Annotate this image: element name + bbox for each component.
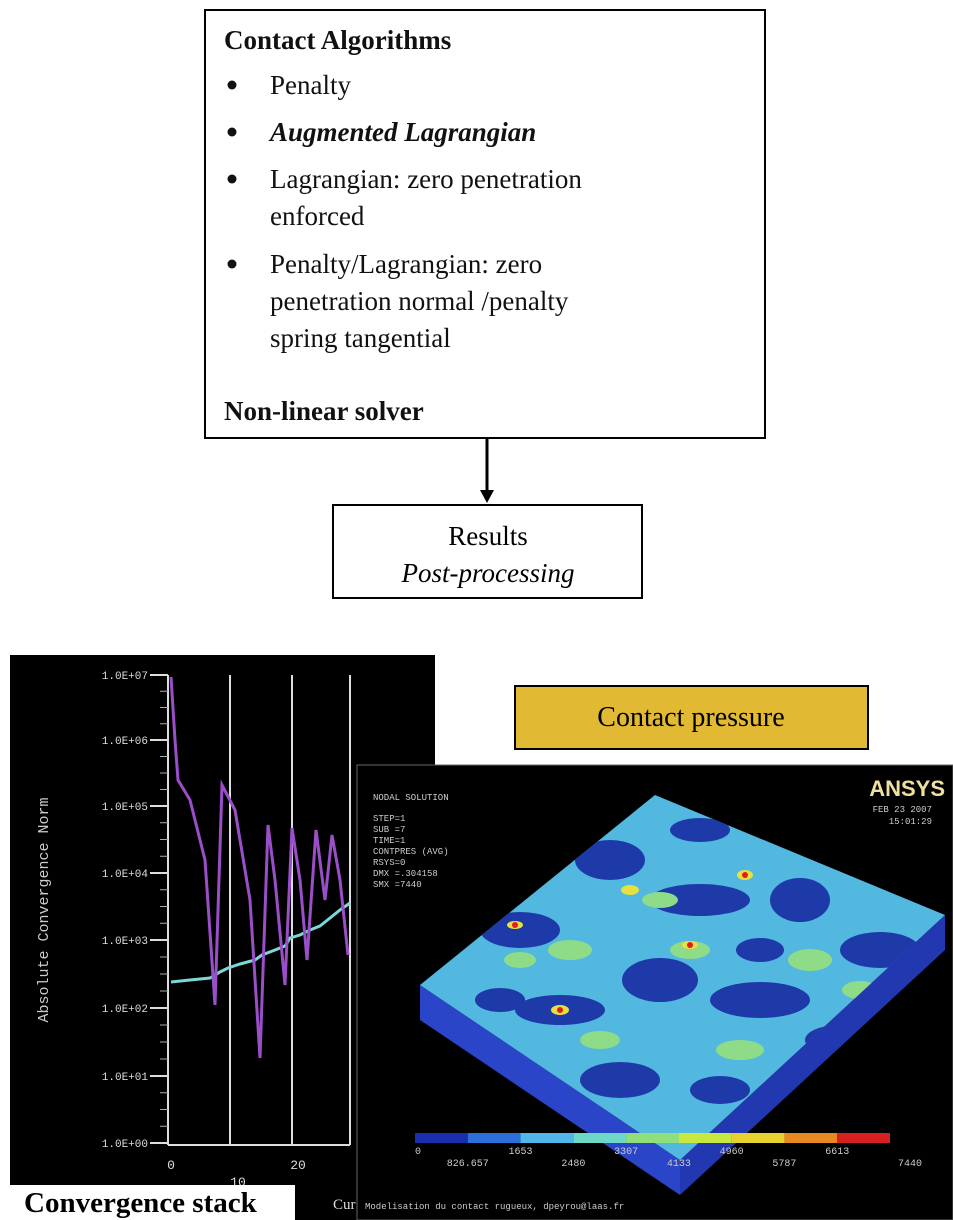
ansys-date: FEB 23 2007 <box>873 805 932 815</box>
legend-label: 4960 <box>720 1147 744 1158</box>
y-tick-label: 1.0E+04 <box>102 869 149 881</box>
caption: Convergence stack <box>24 1187 258 1219</box>
page: Contact Algorithms Penalty Augmented Lagra… <box>0 0 953 1220</box>
legend-swatch <box>521 1133 574 1143</box>
ansys-header-line: CONTPRES (AVG) <box>373 847 449 857</box>
ansys-header-line: NODAL SOLUTION <box>373 793 449 803</box>
legend-swatch <box>837 1133 890 1143</box>
y-tick-label: 1.0E+03 <box>102 936 148 948</box>
legend-label: 6613 <box>825 1147 849 1158</box>
ansys-footer: Modelisation du contact rugueux, dpeyrou… <box>365 1202 624 1212</box>
legend-swatch <box>784 1133 837 1143</box>
y-tick-label: 1.0E+02 <box>102 1004 148 1016</box>
ansys-header-line: SUB =7 <box>373 825 405 835</box>
bullet-text: Penalty/Lagrangian: zero <box>270 249 542 279</box>
legend-label: 1653 <box>509 1147 533 1158</box>
ansys-time: 15:01:29 <box>889 817 932 827</box>
y-tick-label: 1.0E+01 <box>102 1072 149 1084</box>
bullet-text: Penalty <box>270 70 351 100</box>
x-tick-label: 20 <box>290 1158 306 1173</box>
legend-label: 5787 <box>772 1159 796 1170</box>
ansys-logo: ANSYS <box>869 776 945 801</box>
results-title: Results <box>448 521 528 551</box>
results-subtitle: Post-processing <box>401 558 575 588</box>
algorithms-footer: Non-linear solver <box>224 396 424 426</box>
y-tick-label: 1.0E+05 <box>102 802 148 814</box>
arrow-head <box>480 490 494 503</box>
legend-label: 0 <box>415 1147 421 1158</box>
legend-swatch <box>573 1133 626 1143</box>
ansys-header-line: RSYS=0 <box>373 858 405 868</box>
legend-swatch <box>679 1133 732 1143</box>
y-axis-label: Absolute Convergence Norm <box>36 797 53 1022</box>
ansys-header-line: SMX =7440 <box>373 880 422 890</box>
legend-label: 2480 <box>561 1159 585 1170</box>
y-tick-label: 1.0E+06 <box>102 736 148 748</box>
legend-swatch <box>415 1133 468 1143</box>
ansys-header-line: STEP=1 <box>373 814 405 824</box>
ansys-header-line: TIME=1 <box>373 836 405 846</box>
cut-label: Cur <box>333 1197 356 1213</box>
x-tick-label: 0 <box>167 1158 175 1173</box>
bullet-text: Lagrangian: zero penetration <box>270 164 582 194</box>
algorithms-title: Contact Algorithms <box>224 25 451 55</box>
legend-label: 4133 <box>667 1159 691 1170</box>
bullet-text: Augmented Lagrangian <box>268 117 536 147</box>
y-tick-label: 1.0E+00 <box>102 1139 148 1151</box>
legend-swatch <box>626 1133 679 1143</box>
bullet <box>228 175 237 184</box>
bullet <box>228 128 237 137</box>
y-tick-label: 1.0E+07 <box>102 671 148 683</box>
legend-swatch <box>468 1133 521 1143</box>
figure: Contact Algorithms Penalty Augmented Lagra… <box>0 0 953 1220</box>
bullet-text: enforced <box>270 201 365 231</box>
contact-pressure-label: Contact pressure <box>597 702 784 733</box>
legend-label: 3307 <box>614 1147 638 1158</box>
bullet-text: penetration normal /penalty <box>270 286 569 316</box>
legend-swatch <box>732 1133 785 1143</box>
bullet <box>228 81 237 90</box>
bullet <box>228 260 237 269</box>
ansys-header-line: DMX =.304158 <box>373 869 438 879</box>
legend-label: 826.657 <box>447 1159 489 1170</box>
bullet-text: spring tangential <box>270 323 451 353</box>
legend-label: 7440 <box>898 1159 922 1170</box>
